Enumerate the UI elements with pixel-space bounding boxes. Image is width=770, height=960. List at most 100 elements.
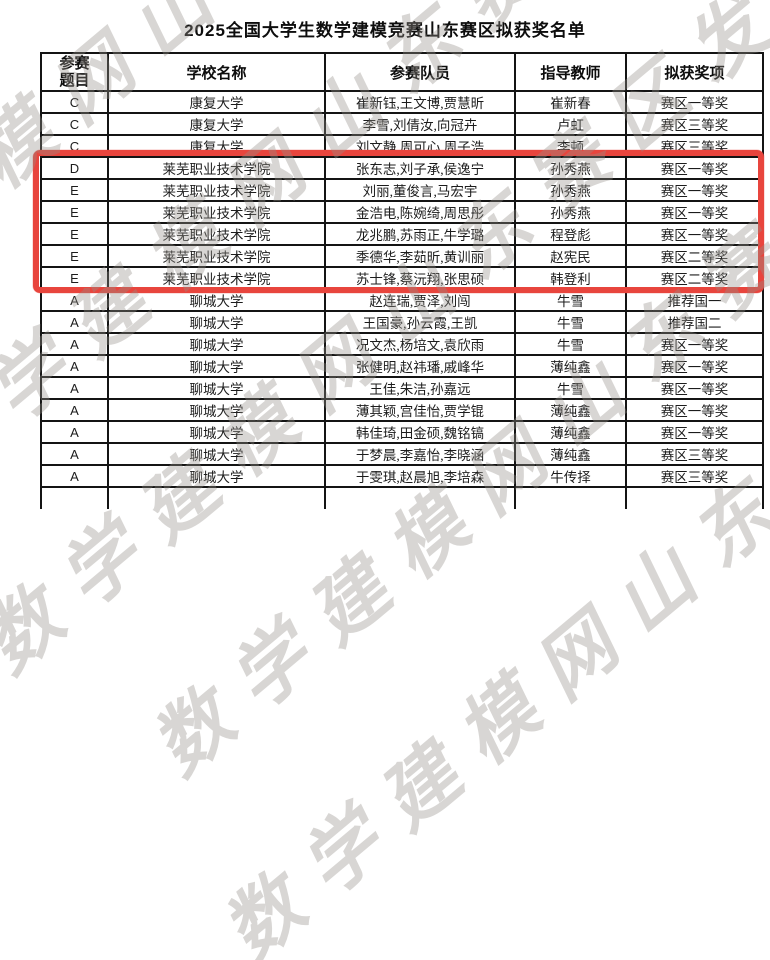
cell-members: 李雪,刘倩汝,向冠卉 — [324, 112, 516, 136]
cell-members: 刘文静,周可心,周子浩 — [324, 134, 516, 158]
cell-teacher: 薄纯鑫 — [514, 398, 627, 422]
column-header-label: 参赛题目 — [59, 54, 90, 89]
cell-members: 于雯琪,赵晨旭,李培森 — [324, 464, 516, 488]
cell-teacher: 牛雪 — [514, 376, 627, 400]
cell-school: 康复大学 — [107, 90, 326, 114]
cell-award: 赛区一等奖 — [625, 90, 764, 114]
cell-members: 王国豪,孙云霞,王凯 — [324, 310, 516, 334]
cell-topic — [40, 486, 109, 509]
cell-award: 赛区一等奖 — [625, 420, 764, 444]
cell-topic: A — [40, 442, 109, 466]
cell-members: 刘丽,董俊言,马宏宇 — [324, 178, 516, 202]
column-header: 参赛队员 — [324, 52, 516, 92]
cell-members: 张东志,刘子承,侯逸宁 — [324, 156, 516, 180]
cell-award: 赛区三等奖 — [625, 442, 764, 466]
cell-members: 薄其颖,宫佳怡,贾学锟 — [324, 398, 516, 422]
table-row — [40, 486, 764, 509]
cell-topic: A — [40, 354, 109, 378]
cell-school: 莱芜职业技术学院 — [107, 266, 326, 290]
cell-school: 聊城大学 — [107, 310, 326, 334]
cell-topic: A — [40, 332, 109, 356]
cell-topic: A — [40, 310, 109, 334]
cell-award: 赛区三等奖 — [625, 134, 764, 158]
table-row: A 聊城大学 王佳,朱洁,孙嘉远 牛雪 赛区一等奖 — [40, 376, 764, 400]
table-row: C 康复大学 李雪,刘倩汝,向冠卉 卢虹 赛区三等奖 — [40, 112, 764, 136]
table-row: E 莱芜职业技术学院 苏士锋,蔡沅翔,张思硕 韩登利 赛区二等奖 — [40, 266, 764, 290]
cell-topic: A — [40, 376, 109, 400]
table-row: D 莱芜职业技术学院 张东志,刘子承,侯逸宁 孙秀燕 赛区一等奖 — [40, 156, 764, 180]
table-row: E 莱芜职业技术学院 刘丽,董俊言,马宏宇 孙秀燕 赛区一等奖 — [40, 178, 764, 202]
cell-members: 况文杰,杨培文,袁欣雨 — [324, 332, 516, 356]
column-header: 指导教师 — [514, 52, 627, 92]
cell-members: 季德华,李茹昕,黄训丽 — [324, 244, 516, 268]
table-body: C 康复大学 崔新钰,王文博,贾慧昕 崔新春 赛区一等奖 C 康复大学 李雪,刘倩汝,向冠卉卢… — [40, 90, 764, 509]
cell-members: 于梦晨,李嘉怡,李晓涵 — [324, 442, 516, 466]
table-row: C 康复大学 崔新钰,王文博,贾慧昕 崔新春 赛区一等奖 — [40, 90, 764, 114]
cell-award: 赛区三等奖 — [625, 464, 764, 488]
cell-teacher: 李顿 — [514, 134, 627, 158]
cell-school: 聊城大学 — [107, 354, 326, 378]
table-row: E 莱芜职业技术学院 金浩电,陈婉绮,周思彤 孙秀燕 赛区一等奖 — [40, 200, 764, 224]
table-row: E 莱芜职业技术学院 龙兆鹏,苏雨正,牛学璐 程登彪 赛区一等奖 — [40, 222, 764, 246]
table-row: A 聊城大学 韩佳琦,田金硕,魏铭镐 薄纯鑫 赛区一等奖 — [40, 420, 764, 444]
cell-teacher — [514, 486, 627, 509]
cell-school: 聊城大学 — [107, 398, 326, 422]
cell-school: 聊城大学 — [107, 442, 326, 466]
cell-school: 莱芜职业技术学院 — [107, 244, 326, 268]
cell-teacher: 卢虹 — [514, 112, 627, 136]
cell-award: 赛区一等奖 — [625, 398, 764, 422]
table-row: A 聊城大学 张健明,赵祎璠,戚峰华 薄纯鑫 赛区一等奖 — [40, 354, 764, 378]
cell-teacher: 孙秀燕 — [514, 156, 627, 180]
cell-award: 赛区一等奖 — [625, 222, 764, 246]
column-header: 拟获奖项 — [625, 52, 764, 92]
table-row: E 莱芜职业技术学院 季德华,李茹昕,黄训丽 赵宪民 赛区二等奖 — [40, 244, 764, 268]
cell-teacher: 孙秀燕 — [514, 200, 627, 224]
cell-award: 赛区一等奖 — [625, 354, 764, 378]
cell-topic: E — [40, 222, 109, 246]
cell-school: 聊城大学 — [107, 420, 326, 444]
cell-award: 赛区一等奖 — [625, 332, 764, 356]
cell-teacher: 牛雪 — [514, 288, 627, 312]
cell-topic: C — [40, 112, 109, 136]
cell-members: 龙兆鹏,苏雨正,牛学璐 — [324, 222, 516, 246]
cell-teacher: 韩登利 — [514, 266, 627, 290]
cell-topic: E — [40, 200, 109, 224]
cell-school: 康复大学 — [107, 134, 326, 158]
cell-teacher: 薄纯鑫 — [514, 354, 627, 378]
cell-topic: A — [40, 398, 109, 422]
table-row: A 聊城大学 于雯琪,赵晨旭,李培森 牛传择 赛区三等奖 — [40, 464, 764, 488]
cell-topic: A — [40, 464, 109, 488]
cell-topic: D — [40, 156, 109, 180]
cell-school: 康复大学 — [107, 112, 326, 136]
cell-members: 赵连瑞,贾泽,刘闯 — [324, 288, 516, 312]
header-row: 参赛题目 学校名称 参赛队员 指导教师 拟获奖项 — [40, 52, 764, 92]
cell-school: 莱芜职业技术学院 — [107, 178, 326, 202]
cell-teacher: 牛雪 — [514, 332, 627, 356]
cell-topic: E — [40, 266, 109, 290]
table-row: A 聊城大学 王国豪,孙云霞,王凯 牛雪 推荐国二 — [40, 310, 764, 334]
cell-topic: C — [40, 90, 109, 114]
table-row: A 聊城大学 于梦晨,李嘉怡,李晓涵 薄纯鑫 赛区三等奖 — [40, 442, 764, 466]
cell-teacher: 崔新春 — [514, 90, 627, 114]
cell-award — [625, 486, 764, 509]
cell-members: 王佳,朱洁,孙嘉远 — [324, 376, 516, 400]
cell-school: 聊城大学 — [107, 376, 326, 400]
cell-topic: A — [40, 288, 109, 312]
cell-award: 推荐国一 — [625, 288, 764, 312]
table-row: A 聊城大学 薄其颖,宫佳怡,贾学锟 薄纯鑫 赛区一等奖 — [40, 398, 764, 422]
cell-school: 聊城大学 — [107, 332, 326, 356]
column-header: 学校名称 — [107, 52, 326, 92]
awards-table: 参赛题目 学校名称 参赛队员 指导教师 拟获奖项 C 康复大学 崔新钰,王文博,贾慧昕 崔新春… — [40, 52, 764, 509]
cell-teacher: 赵宪民 — [514, 244, 627, 268]
page-title: 2025全国大学生数学建模竞赛山东赛区拟获奖名单 — [184, 21, 586, 40]
cell-members: 金浩电,陈婉绮,周思彤 — [324, 200, 516, 224]
table-row: C 康复大学 刘文静,周可心,周子浩 李顿 赛区三等奖 — [40, 134, 764, 158]
cell-teacher: 孙秀燕 — [514, 178, 627, 202]
cell-award: 推荐国二 — [625, 310, 764, 334]
cell-teacher: 薄纯鑫 — [514, 420, 627, 444]
cell-topic: C — [40, 134, 109, 158]
cell-school: 莱芜职业技术学院 — [107, 156, 326, 180]
cell-members: 张健明,赵祎璠,戚峰华 — [324, 354, 516, 378]
column-header: 参赛题目 — [40, 52, 109, 92]
